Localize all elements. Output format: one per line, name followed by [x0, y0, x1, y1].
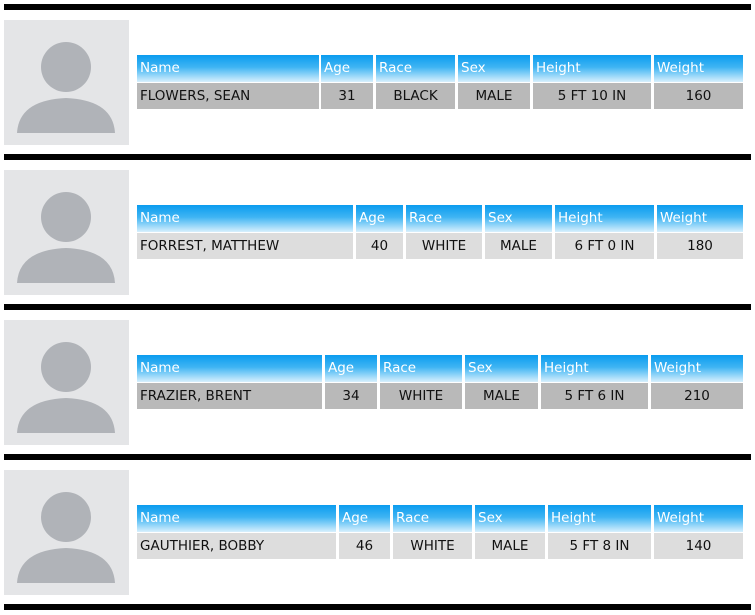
- cell-value: 160: [654, 83, 743, 109]
- cell-value: 6 FT 0 IN: [555, 233, 654, 259]
- cell-value: MALE: [458, 83, 530, 109]
- cell-value: 210: [651, 383, 743, 409]
- column-header: Race: [406, 205, 482, 232]
- cell-value: 140: [654, 533, 743, 559]
- column-header: Race: [376, 55, 455, 82]
- column-header: Sex: [475, 505, 545, 532]
- cell-value: 34: [325, 383, 377, 409]
- column-header: Name: [137, 355, 322, 382]
- cell-value: 5 FT 10 IN: [533, 83, 651, 109]
- avatar-icon: [17, 192, 115, 283]
- column-header: Weight: [651, 355, 743, 382]
- cell-value: MALE: [475, 533, 545, 559]
- avatar-icon: [17, 492, 115, 583]
- cell-value: BLACK: [376, 83, 455, 109]
- column-header: Height: [548, 505, 651, 532]
- column-header: Race: [393, 505, 472, 532]
- column-header: Sex: [485, 205, 552, 232]
- column-header: Name: [137, 55, 319, 82]
- column-header: Height: [533, 55, 651, 82]
- column-header: Name: [137, 205, 353, 232]
- cell-value: 40: [356, 233, 403, 259]
- cell-value: WHITE: [393, 533, 472, 559]
- profile-photo: [4, 320, 129, 445]
- profile-photo: [4, 470, 129, 595]
- column-header: Race: [380, 355, 462, 382]
- column-header: Weight: [654, 505, 743, 532]
- cell-value: 46: [339, 533, 390, 559]
- avatar-icon: [17, 342, 115, 433]
- column-header: Age: [325, 355, 377, 382]
- column-header: Name: [137, 505, 336, 532]
- cell-value: 5 FT 6 IN: [541, 383, 648, 409]
- column-header: Weight: [654, 55, 743, 82]
- column-header: Age: [356, 205, 403, 232]
- avatar-icon: [17, 42, 115, 133]
- column-header: Height: [541, 355, 648, 382]
- cell-value: FORREST, MATTHEW: [137, 233, 353, 259]
- cell-value: 180: [657, 233, 743, 259]
- column-header: Sex: [458, 55, 530, 82]
- separator-bar: [4, 154, 751, 160]
- separator-bar: [4, 604, 751, 610]
- cell-value: FLOWERS, SEAN: [137, 83, 319, 109]
- column-header: Age: [339, 505, 390, 532]
- cell-value: WHITE: [406, 233, 482, 259]
- separator-bar: [4, 304, 751, 310]
- column-header: Sex: [465, 355, 538, 382]
- column-header: Weight: [657, 205, 743, 232]
- profile-photo: [4, 170, 129, 295]
- column-header: Height: [555, 205, 654, 232]
- profile-photo: [4, 20, 129, 145]
- cell-value: GAUTHIER, BOBBY: [137, 533, 336, 559]
- separator-bar: [4, 454, 751, 460]
- cell-value: WHITE: [380, 383, 462, 409]
- cell-value: MALE: [465, 383, 538, 409]
- column-header: Age: [321, 55, 373, 82]
- cell-value: 31: [321, 83, 373, 109]
- cell-value: 5 FT 8 IN: [548, 533, 651, 559]
- separator-bar: [4, 4, 751, 10]
- cell-value: MALE: [485, 233, 552, 259]
- cell-value: FRAZIER, BRENT: [137, 383, 322, 409]
